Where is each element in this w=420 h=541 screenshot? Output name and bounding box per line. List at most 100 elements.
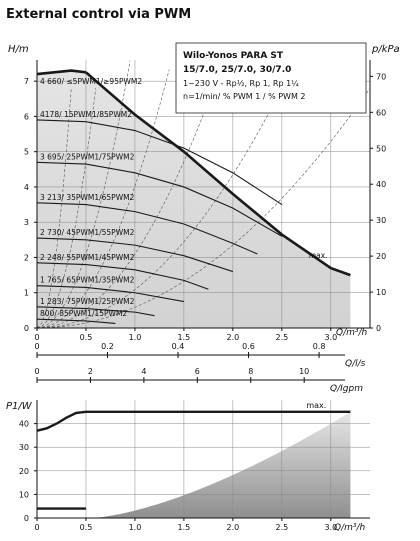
ls-tick-label: 0.6 <box>242 342 255 351</box>
head-curves <box>36 69 351 324</box>
power-chart: max. 0 0.5 1.0 1.5 2.0 2.5 3.0 0 10 20 30 40 P1/W Q… <box>6 400 370 533</box>
power-curve <box>36 410 351 432</box>
power-y-tick-label: 40 <box>19 420 29 429</box>
power-area-fill <box>90 411 351 518</box>
power-x-tick-label: 2.0 <box>227 523 240 532</box>
head-right-tick-label: 20 <box>376 252 386 261</box>
power-y-tick-label: 0 <box>24 514 29 523</box>
head-right-tick-label: 40 <box>376 180 386 189</box>
power-x-tick-label: 1.5 <box>178 523 191 532</box>
igpm-tick-label: 2 <box>88 367 93 376</box>
curve-label: 4178/ 15PWM1/85PWM2 <box>40 110 132 119</box>
curve-label: 3 695/ 25PWM1/75PWM2 <box>40 152 135 161</box>
legend-title: Wilo-Yonos PARA ST <box>183 51 284 61</box>
head-y-tick-label: 7 <box>24 77 29 86</box>
legend-units: n=1/min/ % PWM 1 / % PWM 2 <box>183 92 306 101</box>
operating-area-fill <box>37 70 351 328</box>
power-y-tick-label: 10 <box>19 490 29 499</box>
head-right-tick-label: 10 <box>376 288 386 297</box>
head-y-tick-label: 2 <box>24 253 29 262</box>
head-y-tick-label: 1 <box>24 289 29 298</box>
system-curve <box>36 88 97 329</box>
pump-curve <box>36 262 209 290</box>
system-curve <box>36 60 131 329</box>
power-ticks: 0 0.5 1.0 1.5 2.0 2.5 3.0 0 10 20 30 40 <box>19 420 337 532</box>
curve-label: 1 283/ 75PWM1/25PWM2 <box>40 297 135 306</box>
head-right-tick-label: 50 <box>376 144 386 153</box>
head-x-tick-label: 0 <box>34 333 39 342</box>
head-right-tick-label: 0 <box>376 324 381 333</box>
pump-curve <box>36 306 155 317</box>
ls-tick-label: 0.8 <box>313 342 326 351</box>
ls-tick-label: 0.2 <box>101 342 114 351</box>
power-x-tick-label: 0 <box>34 523 39 532</box>
system-curve <box>36 69 170 329</box>
power-y-tick-label: 20 <box>19 467 29 476</box>
curve-labels: 4 660/ ≤5PWM1/≥95PWM2 4178/ 15PWM1/85PWM2… <box>40 77 328 318</box>
curve-label: 2 248/ 55PWM1/45PWM2 <box>40 253 135 262</box>
head-y-tick-label: 6 <box>24 112 29 121</box>
ls-axis-label: Q/l/s <box>345 359 366 369</box>
head-x-tick-label: 2.0 <box>227 333 240 342</box>
head-x-tick-label: 1.0 <box>129 333 142 342</box>
pump-curve <box>36 202 258 255</box>
curve-label: 4 660/ ≤5PWM1/≥95PWM2 <box>40 77 142 86</box>
head-right-tick-label: 30 <box>376 216 386 225</box>
power-y-label: P1/W <box>6 401 33 412</box>
power-curve-label: max. <box>306 401 326 410</box>
head-right-tick-label: 60 <box>376 108 386 117</box>
power-x-tick-label: 1.0 <box>129 523 142 532</box>
system-curve <box>36 68 292 329</box>
igpm-tick-label: 6 <box>195 367 200 376</box>
y-axis-label-left: H/m <box>8 44 29 55</box>
head-x-tick-label: 3.0 <box>324 333 337 342</box>
ls-tick-label: 0.4 <box>172 342 185 351</box>
flow-ls-axis: 0 0.2 0.4 0.6 0.8 Q/l/s <box>34 342 365 369</box>
ls-tick-label: 0 <box>34 342 39 351</box>
head-x-tick-label: 1.5 <box>178 333 191 342</box>
pump-curve <box>36 318 116 324</box>
head-x-tick-label: 2.5 <box>275 333 288 342</box>
power-curves: max. <box>36 401 351 510</box>
igpm-tick-label: 4 <box>141 367 146 376</box>
pump-curve <box>36 119 283 206</box>
head-chart: 4 660/ ≤5PWM1/≥95PWM2 4178/ 15PWM1/85PWM2… <box>8 42 400 342</box>
curve-label: 1 765/ 65PWM1/35PWM2 <box>40 276 135 285</box>
legend-box <box>175 42 367 114</box>
igpm-tick-label: 0 <box>34 367 39 376</box>
igpm-axis-label: Q/Igpm <box>330 384 363 394</box>
flow-igpm-axis: 0 2 4 6 8 10 Q/Igpm <box>34 367 363 394</box>
head-right-tick-label: 70 <box>376 72 386 81</box>
power-y-tick-label: 30 <box>19 443 29 452</box>
y-axis-label-right: p/kPa <box>371 44 400 55</box>
pump-curve <box>36 161 283 237</box>
head-ticks: 0 0.5 1.0 1.5 2.0 2.5 3.0012345670102030405060… <box>24 72 386 342</box>
head-x-tick-label: 0.5 <box>80 333 93 342</box>
x-axis-label-top: Q/m³/h <box>336 328 368 338</box>
power-grid <box>37 400 370 518</box>
head-y-tick-label: 4 <box>24 183 29 192</box>
legend-models: 15/7.0, 25/7.0, 30/7.0 <box>183 65 291 75</box>
pump-curve <box>85 71 351 277</box>
igpm-ticks: 0 2 4 6 8 10 <box>34 367 309 383</box>
power-x-tick-label: 3.0 <box>324 523 337 532</box>
system-curve <box>36 88 72 329</box>
curve-label: 800/ 85PWM1/15PWM2 <box>40 309 127 318</box>
curve-label: 3 213/ 35PWM1/65PWM2 <box>40 193 135 202</box>
power-x-label: Q/m³/h <box>334 523 366 533</box>
head-y-tick-label: 5 <box>24 148 29 157</box>
curve-label: max. <box>309 251 328 260</box>
head-y-tick-label: 3 <box>24 218 29 227</box>
pump-curve <box>36 237 234 273</box>
power-x-tick-label: 0.5 <box>80 523 93 532</box>
page-title: External control via PWM <box>6 7 192 22</box>
power-x-tick-label: 2.5 <box>275 523 288 532</box>
head-y-tick-label: 0 <box>24 324 29 333</box>
legend-supply: 1~230 V - Rp½, Rp 1, Rp 1¼ <box>183 79 299 88</box>
pump-curve <box>36 285 185 303</box>
curve-label: 2 730/ 45PWM1/55PWM2 <box>40 228 135 237</box>
igpm-tick-label: 10 <box>299 367 309 376</box>
ls-ticks: 0 0.2 0.4 0.6 0.8 <box>34 342 325 358</box>
